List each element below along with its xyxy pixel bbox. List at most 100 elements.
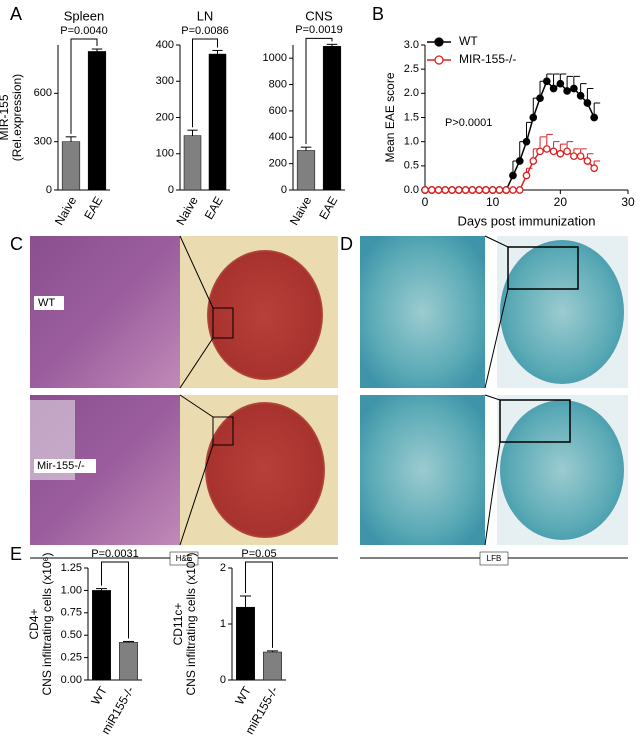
bar xyxy=(263,651,282,681)
y-tick-label: 0 xyxy=(281,184,287,196)
series-point xyxy=(434,186,443,194)
tissue xyxy=(207,250,323,380)
series-point xyxy=(570,84,578,93)
zoom-line xyxy=(179,394,214,418)
x-tick-label: EAE xyxy=(202,194,226,222)
series-point xyxy=(509,171,517,180)
y-tick-label: 600 xyxy=(269,105,287,117)
series-point xyxy=(542,145,551,153)
series-point xyxy=(522,137,531,146)
tissue xyxy=(500,240,624,384)
significance-bracket xyxy=(305,37,333,145)
y-tick-label: 1 xyxy=(220,618,226,630)
y-tick-label: 0.50 xyxy=(61,629,82,641)
panel-label: E xyxy=(10,544,22,564)
series-point xyxy=(488,186,497,194)
y-tick-label: 0.75 xyxy=(61,607,82,619)
series-point xyxy=(448,186,456,194)
micrographs-lfb: LFB xyxy=(360,235,628,566)
zoom-box xyxy=(507,246,579,290)
micrograph xyxy=(30,236,180,388)
series-point xyxy=(549,147,558,156)
panel-label: B xyxy=(372,4,384,24)
micrographs-he: WT Mir-155-/- H&E xyxy=(30,235,338,566)
series-point xyxy=(536,147,544,156)
x-tick-label: Naive xyxy=(173,194,201,228)
y-tick-label: 1000 xyxy=(263,52,287,64)
stain-label: LFB xyxy=(487,554,502,563)
y-tick-label: 200 xyxy=(269,158,287,170)
significance-bracket xyxy=(245,561,273,648)
zoom-line xyxy=(484,288,509,389)
y-tick-label: 0.0 xyxy=(404,184,419,196)
y-axis-label: CNS infiltrating cells (x10⁶) xyxy=(184,553,198,696)
bar xyxy=(87,51,107,191)
y-tick-label: 1.25 xyxy=(61,562,82,574)
y-tick-label: 2 xyxy=(220,562,226,574)
series-point xyxy=(549,84,558,93)
y-axis-label: CD11c+ xyxy=(171,603,185,646)
series-point xyxy=(421,186,429,194)
x-axis-label: Days post immunization xyxy=(458,213,596,228)
micrograph xyxy=(360,236,485,388)
y-tick-label: 300 xyxy=(156,75,174,87)
row-label: Mir-155-/- xyxy=(37,460,85,472)
series-point xyxy=(522,171,531,180)
y-tick-label: 0.25 xyxy=(61,652,82,664)
series-point xyxy=(536,94,544,103)
series-point xyxy=(515,157,524,165)
series-point xyxy=(495,186,504,194)
series-point xyxy=(515,186,524,194)
x-tick-label: EAE xyxy=(81,194,105,222)
zoom-box xyxy=(499,399,571,443)
x-tick-label: 30 xyxy=(621,195,635,209)
y-tick-label: 2.5 xyxy=(404,63,419,75)
x-tick-label: WT xyxy=(88,684,110,708)
p-value: P=0.0019 xyxy=(295,24,342,36)
series-point xyxy=(468,186,477,194)
legend-label: MIR-155-/- xyxy=(459,52,516,66)
chart-title: CNS xyxy=(305,8,333,23)
significance-bracket xyxy=(101,561,129,639)
series-point xyxy=(563,87,571,95)
series-point xyxy=(454,186,463,194)
chart-title: LN xyxy=(197,8,214,23)
series-point xyxy=(427,186,436,194)
x-tick-label: EAE xyxy=(316,194,340,222)
y-tick-label: 1.0 xyxy=(404,136,419,148)
x-tick-label: WT xyxy=(232,684,254,708)
series-point xyxy=(563,147,571,156)
legend-label: WT xyxy=(459,34,478,48)
legend-marker xyxy=(434,55,444,65)
bar xyxy=(61,141,81,191)
panel-label: A xyxy=(10,4,22,24)
p-value: P=0.0086 xyxy=(181,25,228,37)
series-point xyxy=(475,186,483,194)
series-point xyxy=(583,157,592,165)
bar xyxy=(236,606,255,681)
y-tick-label: 0 xyxy=(220,674,226,686)
p-value: P=0.0031 xyxy=(91,548,138,560)
series-point xyxy=(556,79,565,88)
stain-label: H&E xyxy=(176,554,192,563)
label-bg xyxy=(34,459,96,473)
y-tick-label: 1.00 xyxy=(61,584,82,596)
caption-box xyxy=(169,551,199,566)
tissue xyxy=(500,400,624,540)
zoom-box xyxy=(212,416,234,446)
significance-bracket xyxy=(70,38,98,134)
row-label: WT xyxy=(38,297,55,309)
y-tick-label: 0.5 xyxy=(404,160,419,172)
zoom-line xyxy=(484,441,501,546)
series-point xyxy=(590,164,599,173)
x-tick-label: 20 xyxy=(554,195,568,209)
y-tick-label: 3.0 xyxy=(404,39,419,51)
y-tick-label: 1.5 xyxy=(404,111,419,123)
series-point xyxy=(509,186,517,194)
y-tick-label: 0.00 xyxy=(61,674,82,686)
legend-marker xyxy=(434,37,444,47)
zoom-line xyxy=(179,235,214,309)
y-axis-label: (Rel.expression) xyxy=(10,74,24,161)
series-point xyxy=(590,113,599,122)
